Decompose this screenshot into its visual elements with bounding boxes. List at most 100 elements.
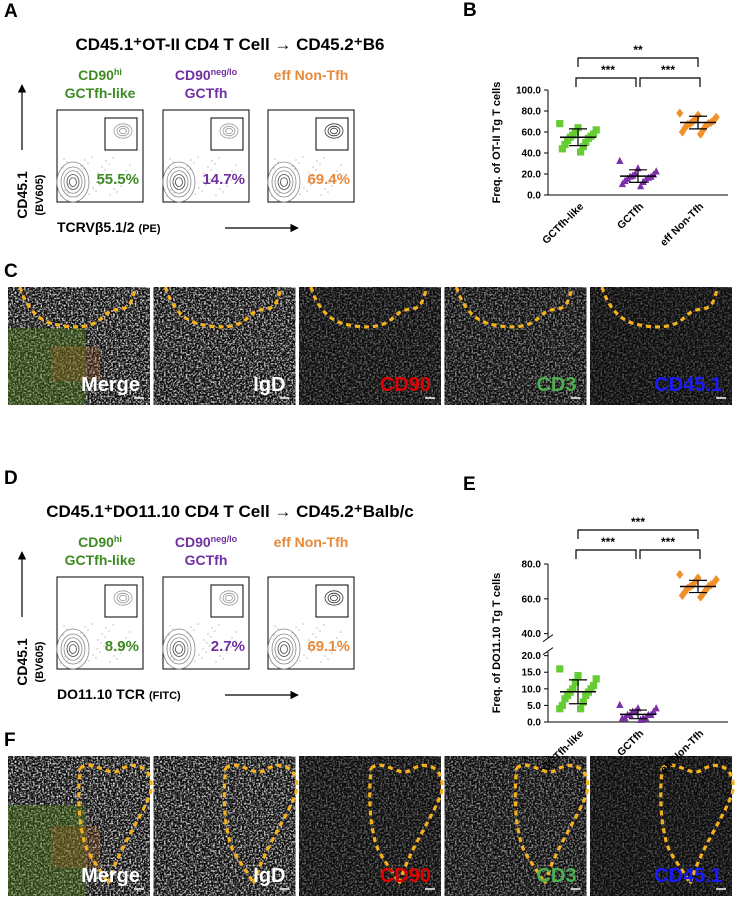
event-dot: [211, 627, 213, 629]
event-dot: [311, 642, 313, 644]
event-dot: [96, 648, 98, 650]
data-point: [618, 179, 626, 188]
event-dot: [97, 172, 99, 174]
event-dot: [207, 166, 209, 168]
data-point: [558, 145, 566, 153]
event-dot: [295, 159, 297, 161]
gate: [210, 117, 244, 151]
event-dot: [290, 641, 292, 643]
event-dot: [218, 157, 220, 159]
event-dot: [235, 164, 237, 166]
event-dot: [75, 647, 77, 649]
event-dot: [277, 161, 279, 163]
micrograph: CD3: [444, 756, 590, 896]
event-dot: [302, 156, 304, 158]
contour: [327, 125, 341, 137]
event-dot: [172, 161, 174, 163]
panel-letter: B: [463, 0, 477, 21]
contour: [116, 592, 130, 604]
event-dot: [189, 168, 191, 170]
event-dot: [105, 627, 107, 629]
event-dot: [223, 182, 225, 184]
gate-label-sup: hi: [114, 67, 122, 77]
data-point: [616, 700, 624, 709]
event-dot: [103, 178, 105, 180]
event-dot: [294, 635, 296, 637]
data-point: [678, 127, 686, 137]
gate: [315, 584, 349, 618]
data-point: [582, 138, 590, 147]
gate-percent: 8.9%: [105, 638, 139, 655]
event-dot: [222, 191, 224, 193]
event-dot: [125, 637, 127, 639]
event-dot: [307, 181, 309, 183]
event-dot: [117, 182, 119, 184]
event-dot: [310, 651, 312, 653]
merge-tint: [50, 346, 101, 382]
data-point: [697, 129, 705, 139]
contour: [267, 161, 301, 203]
panel-letter: C: [4, 261, 18, 282]
event-dot: [124, 179, 126, 181]
event-dot: [168, 167, 170, 169]
event-dot: [223, 649, 225, 651]
event-dot: [205, 651, 207, 653]
x-tick-label: GCTfh: [615, 728, 646, 759]
event-dot: [166, 195, 168, 197]
panel-letter: A: [4, 1, 18, 22]
contour: [66, 641, 80, 657]
event-dot: [283, 177, 285, 179]
event-dot: [109, 661, 111, 663]
event-dot: [323, 624, 325, 626]
contour: [277, 641, 291, 657]
contour: [225, 127, 233, 135]
data-point: [582, 691, 590, 700]
event-dot: [320, 661, 322, 663]
significance-bracket: [577, 57, 699, 67]
event-dot: [197, 156, 199, 158]
event-dot: [67, 659, 69, 661]
event-dot: [60, 662, 62, 664]
data-point: [618, 714, 626, 722]
event-dot: [108, 163, 110, 165]
event-dot: [227, 176, 229, 178]
event-dot: [274, 158, 276, 160]
event-dot: [197, 623, 199, 625]
gate-label: CD90hi: [78, 534, 122, 550]
axis-break: [542, 634, 554, 643]
event-dot: [66, 161, 68, 163]
gate-label: eff Non-Tfh: [274, 67, 349, 83]
merge-tint: [50, 826, 101, 868]
y-tick-label: 0.0: [527, 191, 541, 202]
event-dot: [332, 176, 334, 178]
follicle-boundary: [18, 286, 138, 329]
event-dot: [315, 636, 317, 638]
event-dot: [84, 626, 86, 628]
event-dot: [282, 653, 284, 655]
event-dot: [120, 652, 122, 654]
event-dot: [312, 633, 314, 635]
gate: [315, 117, 349, 151]
contour: [60, 166, 86, 198]
event-dot: [303, 187, 305, 189]
event-dot: [101, 166, 103, 168]
data-point: [579, 698, 587, 706]
data-point: [699, 588, 707, 599]
gate-label-main: CD90: [175, 534, 211, 550]
event-dot: [231, 170, 233, 172]
contour: [63, 170, 83, 194]
event-dot: [113, 188, 115, 190]
event-dot: [186, 165, 188, 167]
event-dot: [287, 171, 289, 173]
event-dot: [173, 659, 175, 661]
significance-bracket: [575, 549, 637, 559]
data-point: [697, 592, 705, 602]
event-dot: [299, 660, 301, 662]
x-tick-label: GCTfh: [615, 201, 646, 232]
y-tick-label: 80.0: [522, 560, 542, 571]
event-dot: [210, 636, 212, 638]
event-dot: [336, 170, 338, 172]
event-dot: [83, 168, 85, 170]
event-dot: [104, 169, 106, 171]
contour: [119, 594, 127, 602]
